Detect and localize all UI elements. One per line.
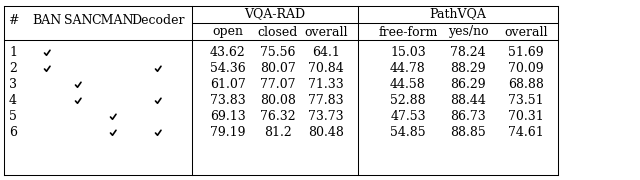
Text: CMAN: CMAN [92,15,134,28]
Text: 80.08: 80.08 [260,94,296,107]
Text: 76.32: 76.32 [260,111,296,123]
Text: 70.09: 70.09 [508,62,544,75]
Text: 2: 2 [9,62,17,75]
Text: closed: closed [258,26,298,39]
Text: overall: overall [504,26,548,39]
Text: 3: 3 [9,78,17,91]
Text: 70.84: 70.84 [308,62,344,75]
Text: PathVQA: PathVQA [429,8,486,21]
Text: 15.03: 15.03 [390,46,426,60]
Text: 73.51: 73.51 [508,94,544,107]
Text: 77.83: 77.83 [308,94,344,107]
Text: VQA-RAD: VQA-RAD [244,8,305,21]
Text: yes/no: yes/no [448,26,488,39]
Text: Decoder: Decoder [131,15,185,28]
Text: 70.31: 70.31 [508,111,544,123]
Text: 73.83: 73.83 [210,94,246,107]
Text: 54.85: 54.85 [390,127,426,140]
Text: 64.1: 64.1 [312,46,340,60]
Text: 43.62: 43.62 [210,46,246,60]
Text: 86.29: 86.29 [450,78,486,91]
Text: 74.61: 74.61 [508,127,544,140]
Text: 88.44: 88.44 [450,94,486,107]
Text: #: # [8,15,19,28]
Text: SAN: SAN [64,15,92,28]
Text: 5: 5 [9,111,17,123]
Text: 47.53: 47.53 [390,111,426,123]
Text: 80.07: 80.07 [260,62,296,75]
Text: 54.36: 54.36 [210,62,246,75]
Text: 73.73: 73.73 [308,111,344,123]
Text: 78.24: 78.24 [450,46,486,60]
Text: BAN: BAN [33,15,61,28]
Text: 52.88: 52.88 [390,94,426,107]
Text: 68.88: 68.88 [508,78,544,91]
Text: 75.56: 75.56 [260,46,296,60]
Text: 61.07: 61.07 [210,78,246,91]
Text: 81.2: 81.2 [264,127,292,140]
Text: 88.29: 88.29 [450,62,486,75]
Text: 80.48: 80.48 [308,127,344,140]
Text: 79.19: 79.19 [211,127,246,140]
Text: open: open [212,26,243,39]
Text: 88.85: 88.85 [450,127,486,140]
Text: 44.58: 44.58 [390,78,426,91]
Text: 77.07: 77.07 [260,78,296,91]
Text: 1: 1 [9,46,17,60]
Text: free-form: free-form [378,26,438,39]
Text: 86.73: 86.73 [450,111,486,123]
Text: 51.69: 51.69 [508,46,544,60]
Text: 71.33: 71.33 [308,78,344,91]
Text: 4: 4 [9,94,17,107]
Text: 69.13: 69.13 [210,111,246,123]
Text: 44.78: 44.78 [390,62,426,75]
Text: 6: 6 [9,127,17,140]
Text: overall: overall [304,26,348,39]
